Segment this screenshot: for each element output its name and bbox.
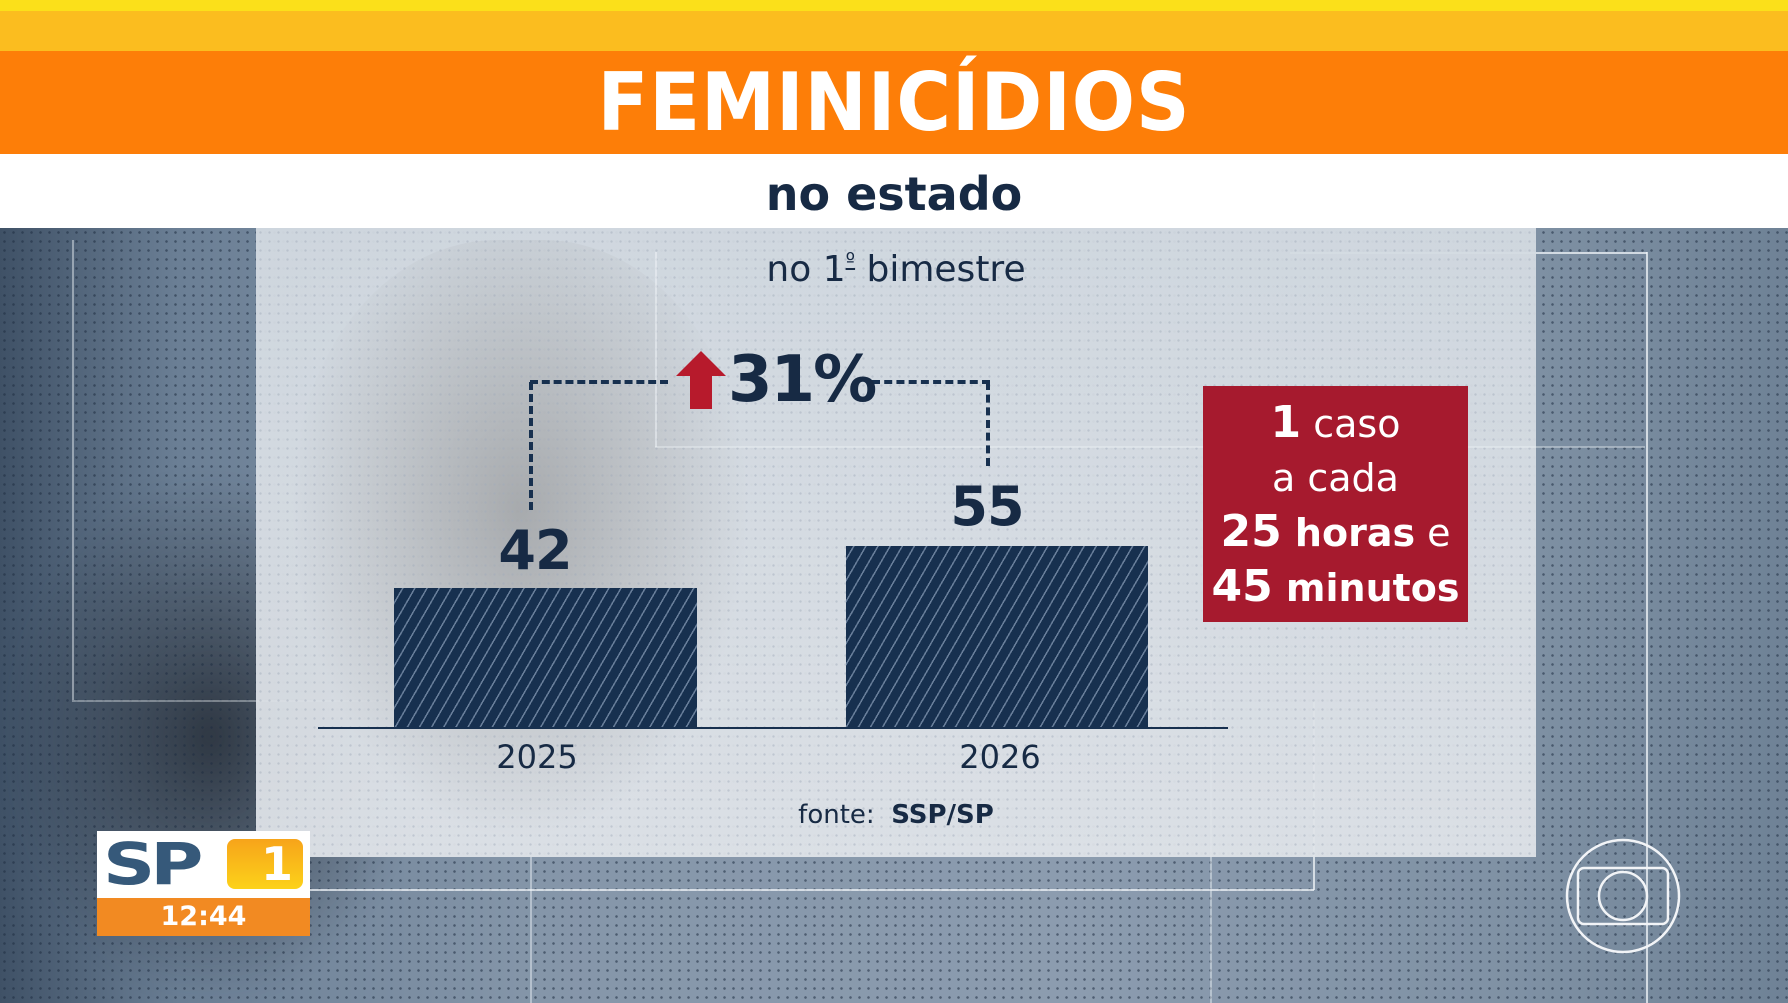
callout-text: e <box>1415 511 1451 555</box>
callout-text: minutos <box>1272 566 1460 610</box>
period-prefix: no 1 <box>766 249 846 290</box>
change-percent: 31% <box>728 343 877 417</box>
page-title: FEMINICÍDIOS <box>597 56 1191 149</box>
bar-value-2025: 42 <box>498 519 572 582</box>
x-label-2025: 2025 <box>496 738 578 776</box>
bracket-line <box>986 382 990 466</box>
source-prefix: fonte: <box>798 800 875 830</box>
broadcast-clock: 12:44 <box>97 898 310 936</box>
frame-line <box>1646 252 1648 1003</box>
callout-text: horas <box>1281 511 1416 555</box>
x-label-2026: 2026 <box>959 738 1041 776</box>
callout-box: 1 caso a cada 25 horas e 45 minutos <box>1203 386 1468 622</box>
title-band <box>0 51 1788 154</box>
callout-line-3: 25 horas e <box>1203 505 1468 560</box>
panel-shadow <box>290 240 750 840</box>
frame-line <box>310 889 1314 891</box>
chart-baseline <box>318 727 1228 729</box>
period-ordinal: º <box>845 248 856 272</box>
frame-line <box>655 252 657 447</box>
callout-text: caso <box>1301 402 1401 446</box>
bracket-line <box>530 380 668 384</box>
top-band <box>0 11 1788 51</box>
callout-number: 45 <box>1211 561 1273 612</box>
bar-value-2026: 55 <box>950 475 1024 538</box>
frame-line <box>72 240 74 700</box>
up-arrow-icon <box>676 351 726 409</box>
subtitle-band <box>0 154 1788 228</box>
top-band <box>0 0 1788 11</box>
callout-number: 1 <box>1270 397 1302 448</box>
page-subtitle: no estado <box>765 167 1023 221</box>
globo-logo-icon <box>1565 838 1681 954</box>
callout-line-4: 45 minutos <box>1203 560 1468 615</box>
callout-number: 25 <box>1220 506 1282 557</box>
program-logo: SP 1 12:44 <box>97 831 310 936</box>
bracket-line <box>529 382 533 510</box>
period-label: no 1º bimestre <box>256 232 1536 298</box>
bar-2026 <box>846 546 1148 728</box>
frame-line <box>530 857 532 1003</box>
source-label: fonte: SSP/SP <box>256 800 1536 830</box>
bracket-line <box>872 380 990 384</box>
callout-line-1: 1 caso <box>1203 396 1468 451</box>
program-logo-number: 1 <box>227 839 303 889</box>
program-logo-top: SP 1 <box>97 831 310 898</box>
frame-line <box>655 446 1645 448</box>
period-suffix: bimestre <box>855 249 1026 290</box>
source-value: SSP/SP <box>891 800 994 830</box>
bar-2025 <box>394 588 697 728</box>
program-logo-text: SP <box>103 830 203 898</box>
callout-line-2: a cada <box>1272 456 1399 500</box>
